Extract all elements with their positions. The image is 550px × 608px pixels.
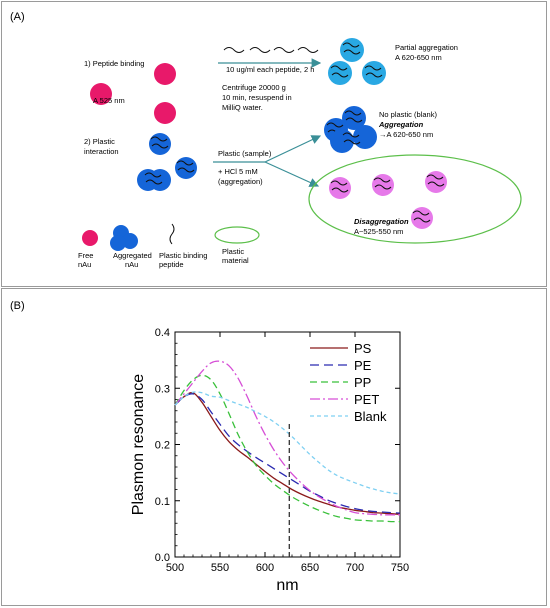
partial-aggregation-label: Partial aggregation: [395, 43, 458, 52]
legend-label-pet: PET: [354, 392, 379, 407]
aggregation-abs: →A 620-650 nm: [379, 130, 433, 139]
condition-peptide: 10 ug/ml each peptide, 2 h: [226, 65, 314, 74]
y-tick-label: 0.2: [155, 440, 170, 452]
series-line-blank: [174, 391, 401, 495]
plastic-sample-label: Plastic (sample): [218, 149, 272, 158]
panel-b: (B) 500 550 600 650 700 750 0.0 0.1 0.2 0.3 0.4 nm P…: [1, 288, 547, 606]
svg-text:Aggregated: Aggregated: [113, 251, 152, 260]
y-tick-label: 0.1: [155, 496, 170, 508]
x-tick-label: 550: [211, 562, 229, 574]
x-axis-label: nm: [276, 577, 298, 594]
centrifuge-line3: MilliQ water.: [222, 103, 263, 112]
disaggregated-particles: [329, 171, 447, 229]
blank-aggregation-cluster: [324, 106, 377, 153]
hcl-line1: + HCl 5 mM: [218, 167, 258, 176]
free-nanoparticle: [90, 83, 112, 105]
centrifuge-line1: Centrifuge 20000 g: [222, 83, 286, 92]
a525-label: A 525 nm: [93, 96, 125, 105]
x-tick-label: 500: [166, 562, 184, 574]
partial-aggregation-cluster: [328, 38, 386, 85]
legend-label-blank: Blank: [354, 409, 387, 424]
svg-text:material: material: [222, 256, 249, 265]
series-line-pp: [174, 374, 401, 523]
legend-label-ps: PS: [354, 341, 372, 356]
plastic-material-ellipse: [308, 154, 522, 244]
partial-aggregation-abs: A 620-650 nm: [395, 53, 442, 62]
peptide-squiggles: [223, 47, 319, 53]
panel-a-diagram: (A) 1) Peptide binding A 525 nm 2) Plast…: [10, 11, 522, 269]
aggregated-cluster-step2: [137, 133, 197, 191]
series-line-pe: [174, 393, 401, 514]
x-tick-label: 600: [256, 562, 274, 574]
legend-free-nau: Free nAu: [78, 230, 98, 269]
plasmon-chart: (B) 500 550 600 650 700 750 0.0 0.1 0.2 0.3 0.4 nm P…: [10, 300, 409, 594]
arrow-to-blank: [264, 135, 322, 163]
panel-a: (A) 1) Peptide binding A 525 nm 2) Plast…: [1, 1, 547, 287]
svg-text:nAu: nAu: [125, 260, 138, 269]
svg-text:Plastic: Plastic: [222, 247, 244, 256]
series-line-pet: [174, 360, 400, 516]
no-plastic-label: No plastic (blank): [379, 110, 437, 119]
svg-text:peptide: peptide: [159, 260, 184, 269]
free-nanoparticle: [154, 63, 176, 85]
aggregation-label: Aggregation: [378, 120, 424, 129]
x-tick-label: 750: [391, 562, 409, 574]
step1-label: 1) Peptide binding: [84, 59, 144, 68]
hcl-line2: (aggregation): [218, 177, 263, 186]
centrifuge-line2: 10 min, resuspend in: [222, 93, 292, 102]
legend-plastic-material: Plastic material: [214, 226, 260, 265]
legend-label-pp: PP: [354, 375, 371, 390]
y-tick-label: 0.0: [155, 552, 170, 564]
y-tick-label: 0.4: [155, 327, 170, 339]
step2-label-line2: interaction: [84, 147, 119, 156]
disaggregation-abs: A~525-550 nm: [354, 227, 403, 236]
step2-label-line1: 2) Plastic: [84, 137, 115, 146]
panel-b-label: (B): [10, 300, 25, 312]
legend-aggregated-nau: Aggregated nAu: [110, 225, 152, 269]
legend-peptide: Plastic binding peptide: [159, 223, 207, 269]
x-tick-label: 650: [301, 562, 319, 574]
free-nanoparticle: [154, 102, 176, 124]
svg-text:Free: Free: [78, 251, 93, 260]
svg-text:Plastic binding: Plastic binding: [159, 251, 207, 260]
series-line-ps: [174, 391, 401, 515]
svg-text:nAu: nAu: [78, 260, 91, 269]
panel-a-label: (A): [10, 11, 25, 23]
legend-label-pe: PE: [354, 358, 372, 373]
y-tick-label: 0.3: [155, 383, 170, 395]
disaggregation-label: Disaggregation: [354, 217, 409, 226]
arrow-to-sample: [264, 161, 320, 187]
y-axis-label: Plasmon resonance: [130, 374, 147, 516]
x-tick-label: 700: [346, 562, 364, 574]
